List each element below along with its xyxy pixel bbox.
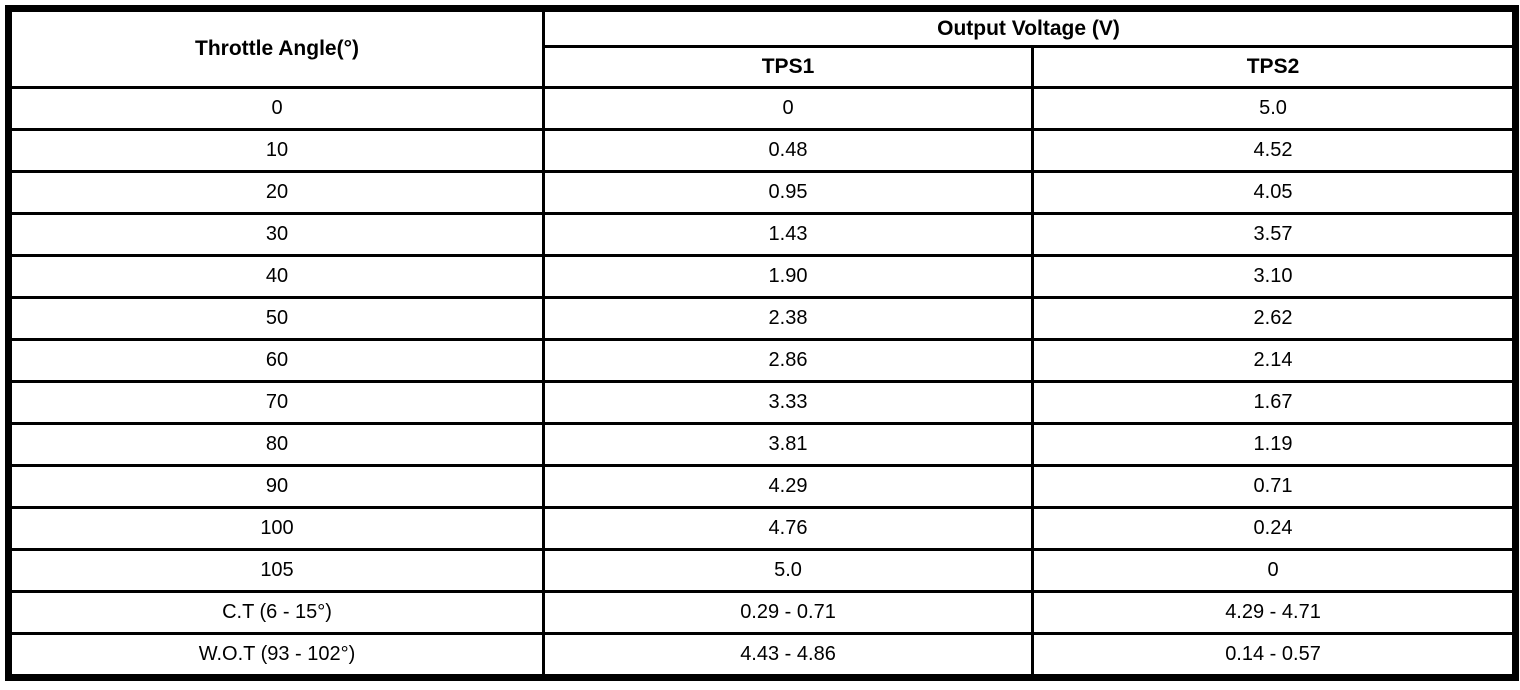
cell-tps1: 0.29 - 0.71 bbox=[542, 590, 1034, 635]
cell-tps2: 2.14 bbox=[1030, 338, 1518, 383]
cell-tps1: 1.90 bbox=[542, 254, 1034, 299]
table-row: 40 1.90 3.10 bbox=[7, 254, 1518, 299]
table-row: C.T (6 - 15°) 0.29 - 0.71 4.29 - 4.71 bbox=[7, 590, 1518, 635]
cell-throttle-angle: 90 bbox=[7, 464, 545, 509]
table-row: 10 0.48 4.52 bbox=[7, 128, 1518, 173]
cell-throttle-angle: 60 bbox=[7, 338, 545, 383]
table-row: 30 1.43 3.57 bbox=[7, 212, 1518, 257]
cell-tps2: 0.71 bbox=[1030, 464, 1518, 509]
col-header-output-voltage: Output Voltage (V) bbox=[541, 7, 1518, 48]
cell-throttle-angle: 80 bbox=[7, 422, 545, 467]
cell-tps2: 0 bbox=[1030, 548, 1518, 593]
cell-tps2: 4.52 bbox=[1030, 128, 1518, 173]
cell-tps1: 1.43 bbox=[542, 212, 1034, 257]
cell-throttle-angle: C.T (6 - 15°) bbox=[7, 590, 545, 635]
cell-tps2: 0.24 bbox=[1030, 506, 1518, 551]
cell-tps1: 5.0 bbox=[542, 548, 1034, 593]
cell-tps1: 4.29 bbox=[542, 464, 1034, 509]
cell-tps2: 5.0 bbox=[1030, 86, 1518, 131]
cell-throttle-angle: W.O.T (93 - 102°) bbox=[7, 632, 545, 679]
table-row: 90 4.29 0.71 bbox=[7, 464, 1518, 509]
table-row: 70 3.33 1.67 bbox=[7, 380, 1518, 425]
cell-throttle-angle: 100 bbox=[7, 506, 545, 551]
cell-throttle-angle: 70 bbox=[7, 380, 545, 425]
cell-tps1: 4.43 - 4.86 bbox=[542, 632, 1034, 679]
cell-throttle-angle: 0 bbox=[7, 86, 545, 131]
table-row: 20 0.95 4.05 bbox=[7, 170, 1518, 215]
table-row: 0 0 5.0 bbox=[7, 86, 1518, 131]
cell-tps2: 4.29 - 4.71 bbox=[1030, 590, 1518, 635]
cell-throttle-angle: 40 bbox=[7, 254, 545, 299]
cell-tps2: 2.62 bbox=[1030, 296, 1518, 341]
header-row-group: Throttle Angle(°) Output Voltage (V) bbox=[7, 7, 1518, 89]
table-row: 105 5.0 0 bbox=[7, 548, 1518, 593]
cell-tps2: 3.10 bbox=[1030, 254, 1518, 299]
cell-tps1: 0.48 bbox=[542, 128, 1034, 173]
cell-tps2: 3.57 bbox=[1030, 212, 1518, 257]
header-row-sub: TPS1 TPS2 bbox=[9, 45, 1518, 89]
col-header-throttle-angle: Throttle Angle(°) bbox=[7, 7, 545, 89]
tps-voltage-table: Throttle Angle(°) Output Voltage (V) TPS… bbox=[5, 5, 1520, 681]
cell-tps1: 3.33 bbox=[542, 380, 1034, 425]
cell-throttle-angle: 10 bbox=[7, 128, 545, 173]
cell-tps1: 2.86 bbox=[542, 338, 1034, 383]
cell-tps1: 0.95 bbox=[542, 170, 1034, 215]
table-row: 60 2.86 2.14 bbox=[7, 338, 1518, 383]
cell-tps2: 1.67 bbox=[1030, 380, 1518, 425]
cell-tps2: 4.05 bbox=[1030, 170, 1518, 215]
table-row: 50 2.38 2.62 bbox=[7, 296, 1518, 341]
cell-throttle-angle: 105 bbox=[7, 548, 545, 593]
table-row: W.O.T (93 - 102°) 4.43 - 4.86 0.14 - 0.5… bbox=[7, 632, 1518, 679]
table-row: 100 4.76 0.24 bbox=[7, 506, 1518, 551]
cell-tps1: 4.76 bbox=[542, 506, 1034, 551]
cell-throttle-angle: 20 bbox=[7, 170, 545, 215]
cell-tps1: 3.81 bbox=[542, 422, 1034, 467]
col-header-tps2: TPS2 bbox=[1030, 45, 1518, 89]
cell-tps2: 0.14 - 0.57 bbox=[1030, 632, 1518, 679]
cell-tps1: 2.38 bbox=[542, 296, 1034, 341]
cell-throttle-angle: 30 bbox=[7, 212, 545, 257]
cell-tps1: 0 bbox=[542, 86, 1034, 131]
cell-throttle-angle: 50 bbox=[7, 296, 545, 341]
cell-tps2: 1.19 bbox=[1030, 422, 1518, 467]
table-row: 80 3.81 1.19 bbox=[7, 422, 1518, 467]
col-header-tps1: TPS1 bbox=[542, 45, 1034, 89]
